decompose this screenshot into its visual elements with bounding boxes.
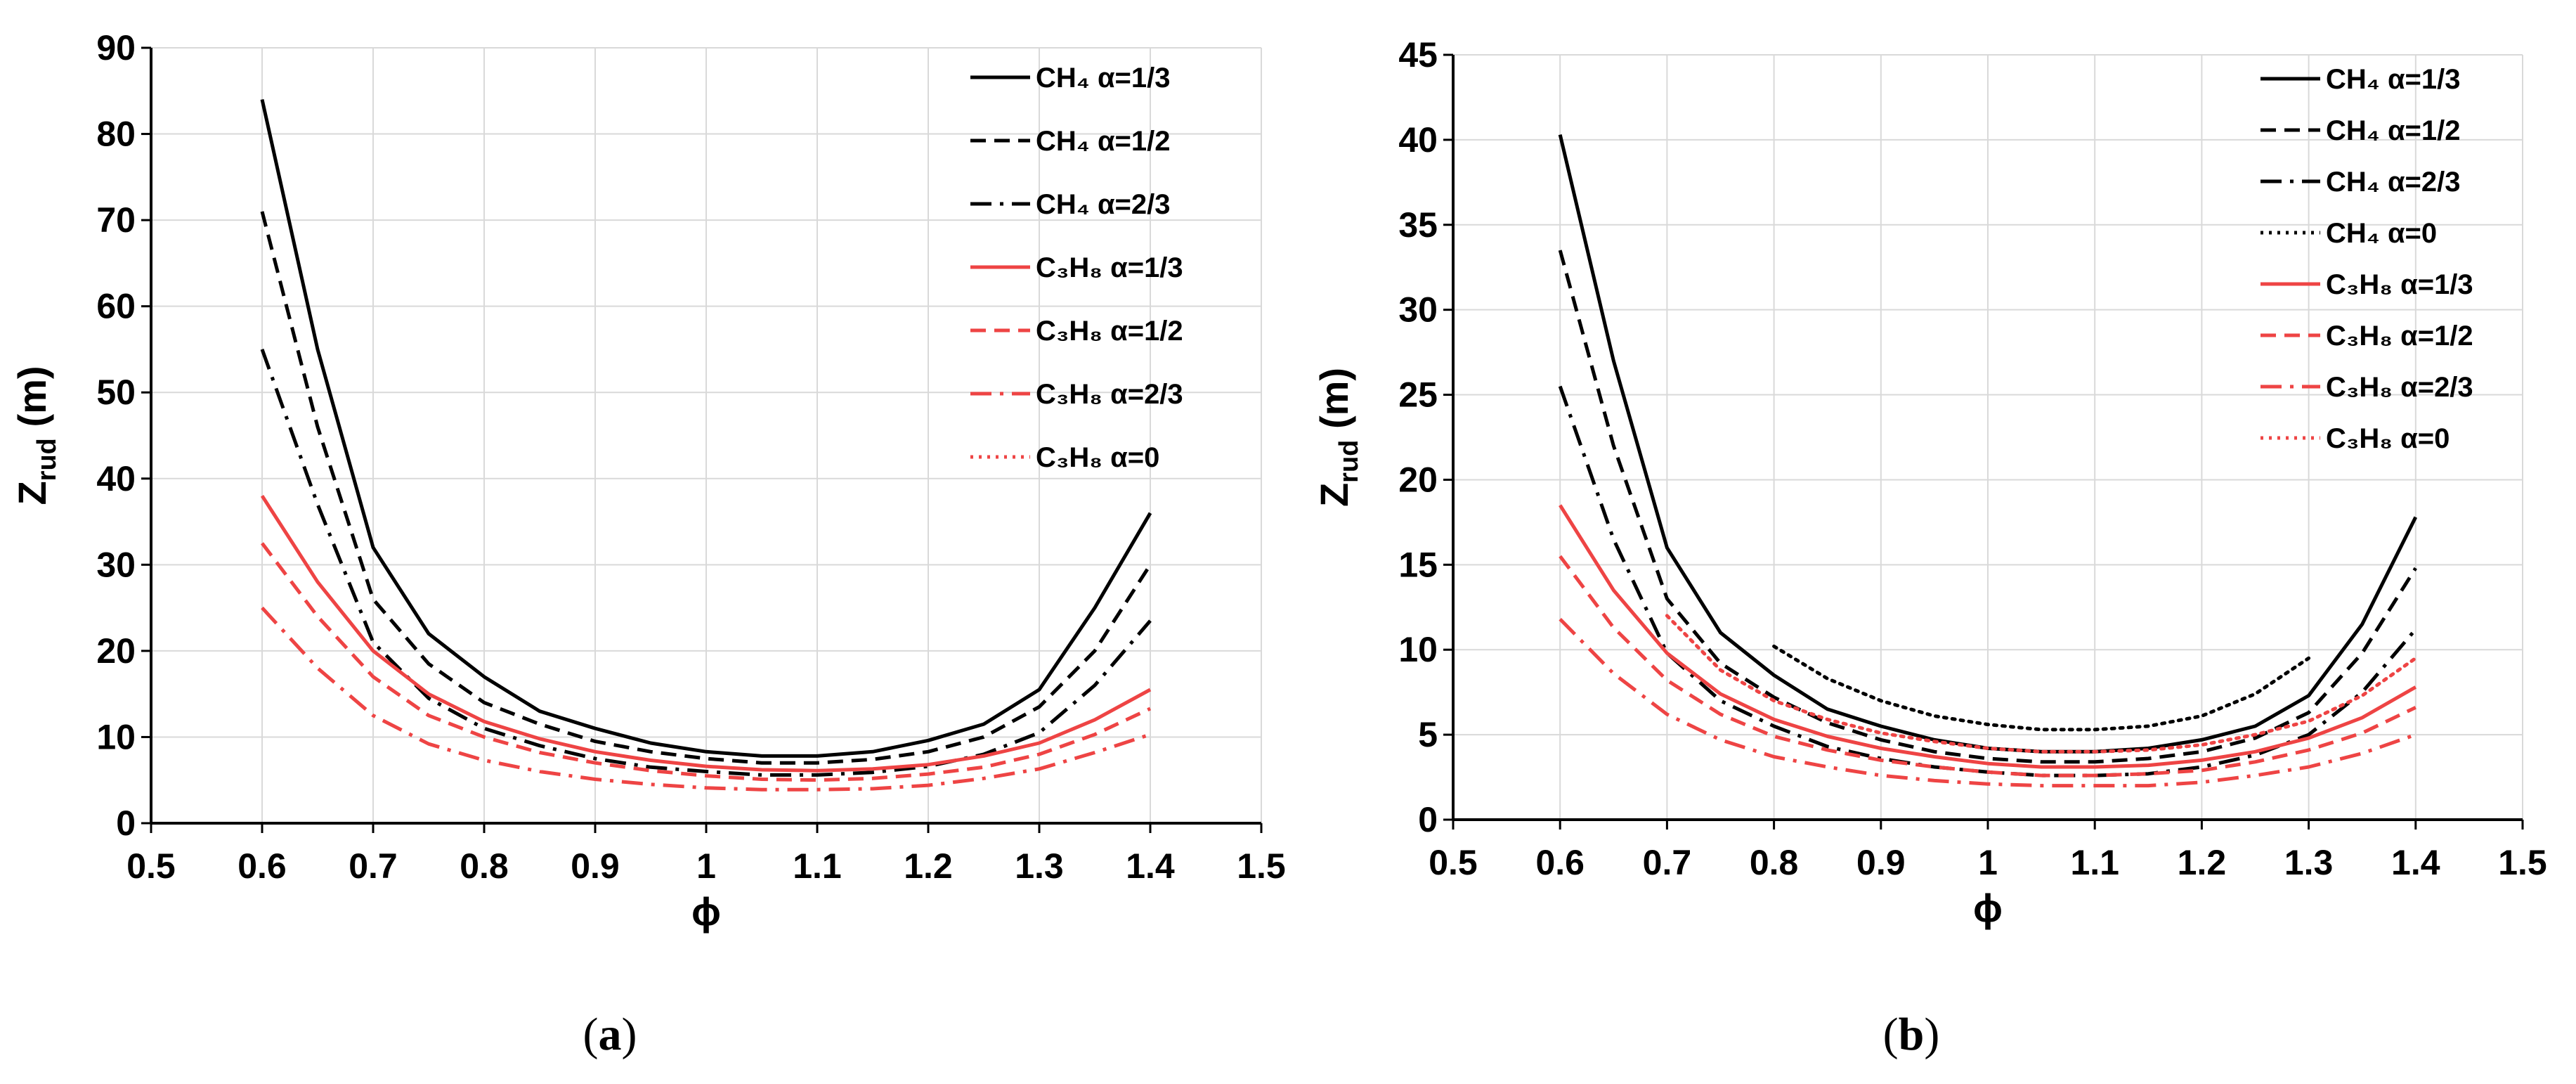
chart-b-xtick-label-9: 1.4 — [2391, 843, 2440, 882]
chart-b-xtick-label-7: 1.2 — [2178, 843, 2227, 882]
chart-a-xtick-label-4: 0.9 — [571, 846, 620, 886]
chart-a-legend-label-4: C₃H₈ α=1/2 — [1036, 316, 1183, 347]
chart-b-xtick-label-4: 0.9 — [1856, 843, 1906, 882]
chart-b-xtick-label-1: 0.6 — [1535, 843, 1585, 882]
chart-b-legend-label-7: C₃H₈ α=0 — [2326, 423, 2450, 454]
chart-a: 0.5 0.6 0.7 0.8 0.9 1 1.1 1.2 1.3 1.4 1.5 0 10 20 30 40… — [10, 28, 1286, 934]
chart-b-legend: CH₄ α=1/3 CH₄ α=1/2 CH₄ α=2/3 CH₄ α=0 C₃H₈ α… — [2260, 64, 2473, 454]
chart-b-legend-label-2: CH₄ α=2/3 — [2326, 167, 2461, 198]
chart-b-ylabel-sub: rud — [1334, 440, 1364, 483]
chart-b-legend-label-5: C₃H₈ α=1/2 — [2326, 321, 2473, 351]
chart-b-legend-label-1: CH₄ α=1/2 — [2326, 115, 2461, 146]
chart-a-xtick-label-7: 1.2 — [904, 846, 953, 886]
chart-a-legend-label-6: C₃H₈ α=0 — [1036, 442, 1159, 473]
chart-a-ytick-label-2: 20 — [96, 631, 136, 671]
chart-a-xtick-label-10: 1.5 — [1237, 846, 1286, 886]
chart-a-ytick-label-0: 0 — [116, 804, 136, 843]
chart-a-xlabel: ϕ — [691, 889, 721, 934]
chart-a-series — [260, 98, 1152, 792]
chart-b-series-4 — [1559, 504, 2417, 769]
chart-a-ylabel-unit: (m) — [10, 366, 54, 438]
chart-b-xtick-label-2: 0.7 — [1643, 843, 1692, 882]
chart-b: 0.5 0.6 0.7 0.8 0.9 1 1.1 1.2 1.3 1.4 1.5 0 5 10 15 20 2… — [1312, 35, 2547, 930]
chart-b-series-5 — [1559, 555, 2416, 777]
chart-a-xtick-label-3: 0.8 — [460, 846, 509, 886]
chart-b-xtick-label-5: 1 — [1978, 843, 1998, 882]
chart-a-series-0 — [260, 98, 1152, 758]
chart-a-axes: 0.5 0.6 0.7 0.8 0.9 1 1.1 1.2 1.3 1.4 1.5 0 10 20 30 40… — [96, 28, 1285, 886]
chart-a-legend-label-2: CH₄ α=2/3 — [1036, 189, 1171, 220]
chart-b-ytick-label-2: 10 — [1398, 630, 1438, 669]
chart-b-ytick-label-1: 5 — [1418, 715, 1438, 754]
chart-a-ylabel: Zrud (m) — [10, 366, 62, 505]
chart-b-ylabel-unit: (m) — [1312, 368, 1356, 440]
chart-b-ytick-label-7: 35 — [1398, 205, 1438, 245]
chart-a-series-2 — [260, 349, 1152, 777]
chart-a-xtick-label-2: 0.7 — [349, 846, 398, 886]
chart-b-xtick-label-6: 1.1 — [2070, 843, 2119, 882]
chart-b-legend-label-4: C₃H₈ α=1/3 — [2326, 269, 2473, 300]
chart-b-xtick-label-0: 0.5 — [1429, 843, 1478, 882]
chart-b-ytick-label-3: 15 — [1398, 545, 1438, 584]
chart-a-xtick-label-5: 1 — [696, 846, 716, 886]
chart-a-series-4 — [261, 542, 1152, 782]
chart-b-labels: ϕ Zrud (m) — [1312, 368, 2003, 930]
chart-a-xtick-label-8: 1.3 — [1015, 846, 1064, 886]
chart-a-xtick-label-0: 0.5 — [126, 846, 176, 886]
chart-a-legend-label-0: CH₄ α=1/3 — [1036, 63, 1171, 93]
panel-label-a-letter: a — [599, 1009, 622, 1060]
chart-a-ylabel-sub: rud — [32, 438, 62, 481]
chart-b-ytick-label-6: 30 — [1398, 290, 1438, 330]
chart-a-legend-label-1: CH₄ α=1/2 — [1036, 126, 1171, 157]
chart-a-ytick-label-4: 40 — [96, 459, 136, 498]
chart-a-ylabel-main: Z — [10, 481, 54, 505]
chart-a-xtick-label-6: 1.1 — [793, 846, 842, 886]
panel-label-a: (a) — [583, 1009, 637, 1060]
chart-b-xlabel: ϕ — [1973, 886, 2003, 930]
chart-b-ytick-label-4: 20 — [1398, 460, 1438, 499]
chart-b-ytick-label-9: 45 — [1398, 35, 1438, 75]
chart-b-xtick-label-8: 1.3 — [2284, 843, 2334, 882]
chart-a-legend-label-5: C₃H₈ α=2/3 — [1036, 379, 1183, 410]
chart-a-ytick-label-7: 70 — [96, 200, 136, 240]
chart-a-series-1 — [260, 211, 1152, 765]
chart-b-legend-label-6: C₃H₈ α=2/3 — [2326, 372, 2473, 403]
chart-b-series-3 — [1772, 644, 2311, 732]
chart-a-ytick-label-5: 50 — [96, 373, 136, 412]
chart-b-ytick-label-8: 40 — [1398, 120, 1438, 160]
chart-a-ytick-label-1: 10 — [96, 717, 136, 756]
chart-b-legend-label-0: CH₄ α=1/3 — [2326, 64, 2461, 95]
chart-b-ytick-label-0: 0 — [1418, 800, 1438, 839]
chart-a-xtick-label-1: 0.6 — [238, 846, 287, 886]
chart-b-series-6 — [1559, 617, 2416, 788]
chart-a-ytick-label-6: 60 — [96, 287, 136, 326]
chart-b-ylabel-main: Z — [1312, 483, 1356, 507]
chart-a-xtick-label-9: 1.4 — [1126, 846, 1175, 886]
chart-a-legend: CH₄ α=1/3 CH₄ α=1/2 CH₄ α=2/3 C₃H₈ α=1/3 C₃H… — [970, 63, 1183, 473]
chart-b-series-1 — [1558, 250, 2417, 764]
chart-a-series-5 — [261, 606, 1151, 792]
chart-a-ytick-label-3: 30 — [96, 545, 136, 584]
chart-b-series — [1558, 134, 2418, 788]
chart-b-ytick-label-5: 25 — [1398, 375, 1438, 415]
chart-b-axes: 0.5 0.6 0.7 0.8 0.9 1 1.1 1.2 1.3 1.4 1.5 0 5 10 15 20 2… — [1398, 35, 2546, 882]
chart-a-series-3 — [260, 494, 1152, 773]
chart-a-ytick-label-8: 80 — [96, 115, 136, 154]
chart-b-xtick-label-3: 0.8 — [1750, 843, 1799, 882]
chart-b-ylabel: Zrud (m) — [1312, 368, 1364, 507]
panel-label-b-letter: b — [1899, 1009, 1925, 1060]
chart-a-legend-label-3: C₃H₈ α=1/3 — [1036, 252, 1183, 283]
chart-b-xtick-label-10: 1.5 — [2498, 843, 2547, 882]
chart-a-labels: ϕ Zrud (m) — [10, 366, 721, 934]
panel-label-b: (b) — [1883, 1009, 1940, 1060]
chart-b-legend-label-3: CH₄ α=0 — [2326, 218, 2437, 249]
chart-a-ytick-label-9: 90 — [96, 28, 136, 67]
